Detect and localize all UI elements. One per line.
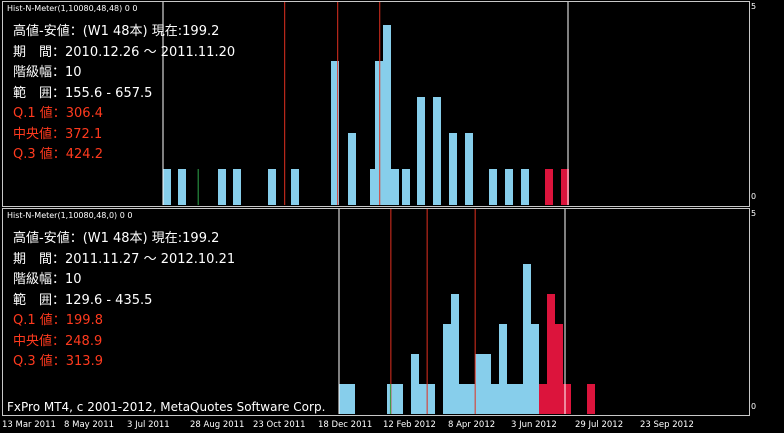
histogram-bar — [451, 294, 459, 414]
x-tick-label: 13 Mar 2011 — [2, 420, 56, 430]
histogram-bar-current — [587, 384, 595, 414]
copyright-text: FxPro MT4, c 2001-2012, MetaQuotes Softw… — [7, 400, 326, 414]
histogram-bar — [507, 384, 515, 414]
x-tick-label: 8 Apr 2012 — [448, 420, 496, 430]
stats-range-current: 高値-安値：(W1 48本) 現在:199.2 — [13, 231, 220, 246]
x-tick-label: 3 Jul 2011 — [127, 420, 170, 430]
x-tick-label: 23 Oct 2011 — [253, 420, 306, 430]
time-axis: 13 Mar 2011 8 May 2011 3 Jul 2011 28 Aug 20… — [0, 414, 784, 433]
histogram-bar — [417, 97, 425, 205]
stats-period: 期 間：2010.12.26 ～ 2011.11.20 — [13, 44, 236, 60]
histogram-bar — [233, 169, 241, 205]
histogram-bar — [491, 384, 499, 414]
stats-panel: 高値-安値：(W1 48本) 現在:199.2 期 間：2011.11.27 ～… — [13, 229, 235, 373]
histogram-bar — [433, 97, 441, 205]
stats-range: 範 囲：155.6 - 657.5 — [13, 85, 153, 101]
histogram-bar-current — [555, 324, 563, 414]
histogram-bar — [499, 324, 507, 414]
stats-period: 期 間：2011.11.27 ～ 2012.10.21 — [13, 251, 236, 267]
histogram-bar — [459, 384, 467, 414]
histogram-bar — [427, 384, 435, 414]
histogram-bar — [505, 169, 513, 205]
histogram-bar — [268, 169, 276, 205]
x-tick-label: 8 May 2011 — [64, 420, 115, 430]
indicator-label: Hist-N-Meter(1,10080,48,0) 0 0 — [7, 211, 133, 220]
histogram-bar — [347, 384, 355, 414]
histogram-bar — [375, 61, 383, 205]
histogram-bar — [521, 169, 529, 205]
x-tick-label: 3 Jun 2012 — [511, 420, 557, 430]
histogram-bar-current — [547, 294, 555, 414]
histogram-chart-lower — [338, 209, 595, 414]
histogram-bar — [163, 169, 171, 205]
stats-bin-width: 階級幅：10 — [13, 65, 82, 80]
histogram-bar-current — [545, 169, 553, 205]
histogram-bar — [449, 133, 457, 205]
histogram-bar — [348, 133, 356, 205]
histogram-bar — [483, 354, 491, 414]
histogram-pane-lower[interactable]: Hist-N-Meter(1,10080,48,0) 0 0 高値-安値：(W1… — [2, 208, 750, 416]
histogram-bar — [523, 264, 531, 414]
histogram-chart-upper — [162, 2, 569, 205]
stats-q1: Q.1 値：199.8 — [13, 313, 103, 328]
stats-median: 中央値：372.1 — [13, 126, 103, 142]
histogram-bar-current — [539, 384, 547, 414]
x-tick-label: 29 Jul 2012 — [575, 420, 624, 430]
x-tick-label: 12 Feb 2012 — [383, 420, 436, 430]
stats-range-current: 高値-安値：(W1 48本) 現在:199.2 — [13, 24, 220, 39]
histogram-bar — [370, 169, 378, 205]
histogram-bar — [291, 169, 299, 205]
scale-bottom-upper: 0 — [751, 192, 757, 201]
indicator-label: Hist-N-Meter(1,10080,48,48) 0 0 — [7, 4, 138, 13]
histogram-bar — [395, 384, 403, 414]
stats-bin-width: 階級幅：10 — [13, 272, 82, 287]
histogram-bar — [489, 169, 497, 205]
scale-bottom-lower: 0 — [751, 402, 757, 411]
histogram-bar-current — [561, 169, 569, 205]
stats-q3: Q.3 値：424.2 — [13, 147, 103, 162]
histogram-bar — [339, 384, 347, 414]
x-tick-label: 18 Dec 2011 — [318, 420, 373, 430]
histogram-bar — [419, 384, 427, 414]
scale-top-upper: 5 — [751, 2, 757, 11]
x-tick-label: 28 Aug 2011 — [190, 420, 245, 430]
stats-panel: 高値-安値：(W1 48本) 現在:199.2 期 間：2010.12.26 ～… — [13, 22, 235, 166]
stats-q1: Q.1 値：306.4 — [13, 106, 103, 121]
histogram-bar — [383, 25, 391, 205]
histogram-bar — [178, 169, 186, 205]
histogram-bar — [467, 384, 475, 414]
histogram-bar — [475, 354, 483, 414]
histogram-bar — [402, 169, 410, 205]
histogram-bar — [391, 169, 399, 205]
stats-range: 範 囲：129.6 - 435.5 — [13, 292, 153, 308]
stats-median: 中央値：248.9 — [13, 333, 103, 349]
histogram-pane-upper[interactable]: Hist-N-Meter(1,10080,48,48) 0 0 高値-安値：(W… — [2, 1, 750, 207]
histogram-bar — [515, 384, 523, 414]
histogram-bar-current — [563, 384, 571, 414]
histogram-bar — [411, 354, 419, 414]
x-tick-label: 23 Sep 2012 — [640, 420, 694, 430]
histogram-bar — [331, 61, 339, 205]
histogram-bar — [465, 133, 473, 205]
histogram-bar — [443, 324, 451, 414]
histogram-bar — [531, 324, 539, 414]
histogram-bar — [218, 169, 226, 205]
stats-q3: Q.3 値：313.9 — [13, 354, 103, 369]
scale-top-lower: 5 — [751, 209, 757, 218]
